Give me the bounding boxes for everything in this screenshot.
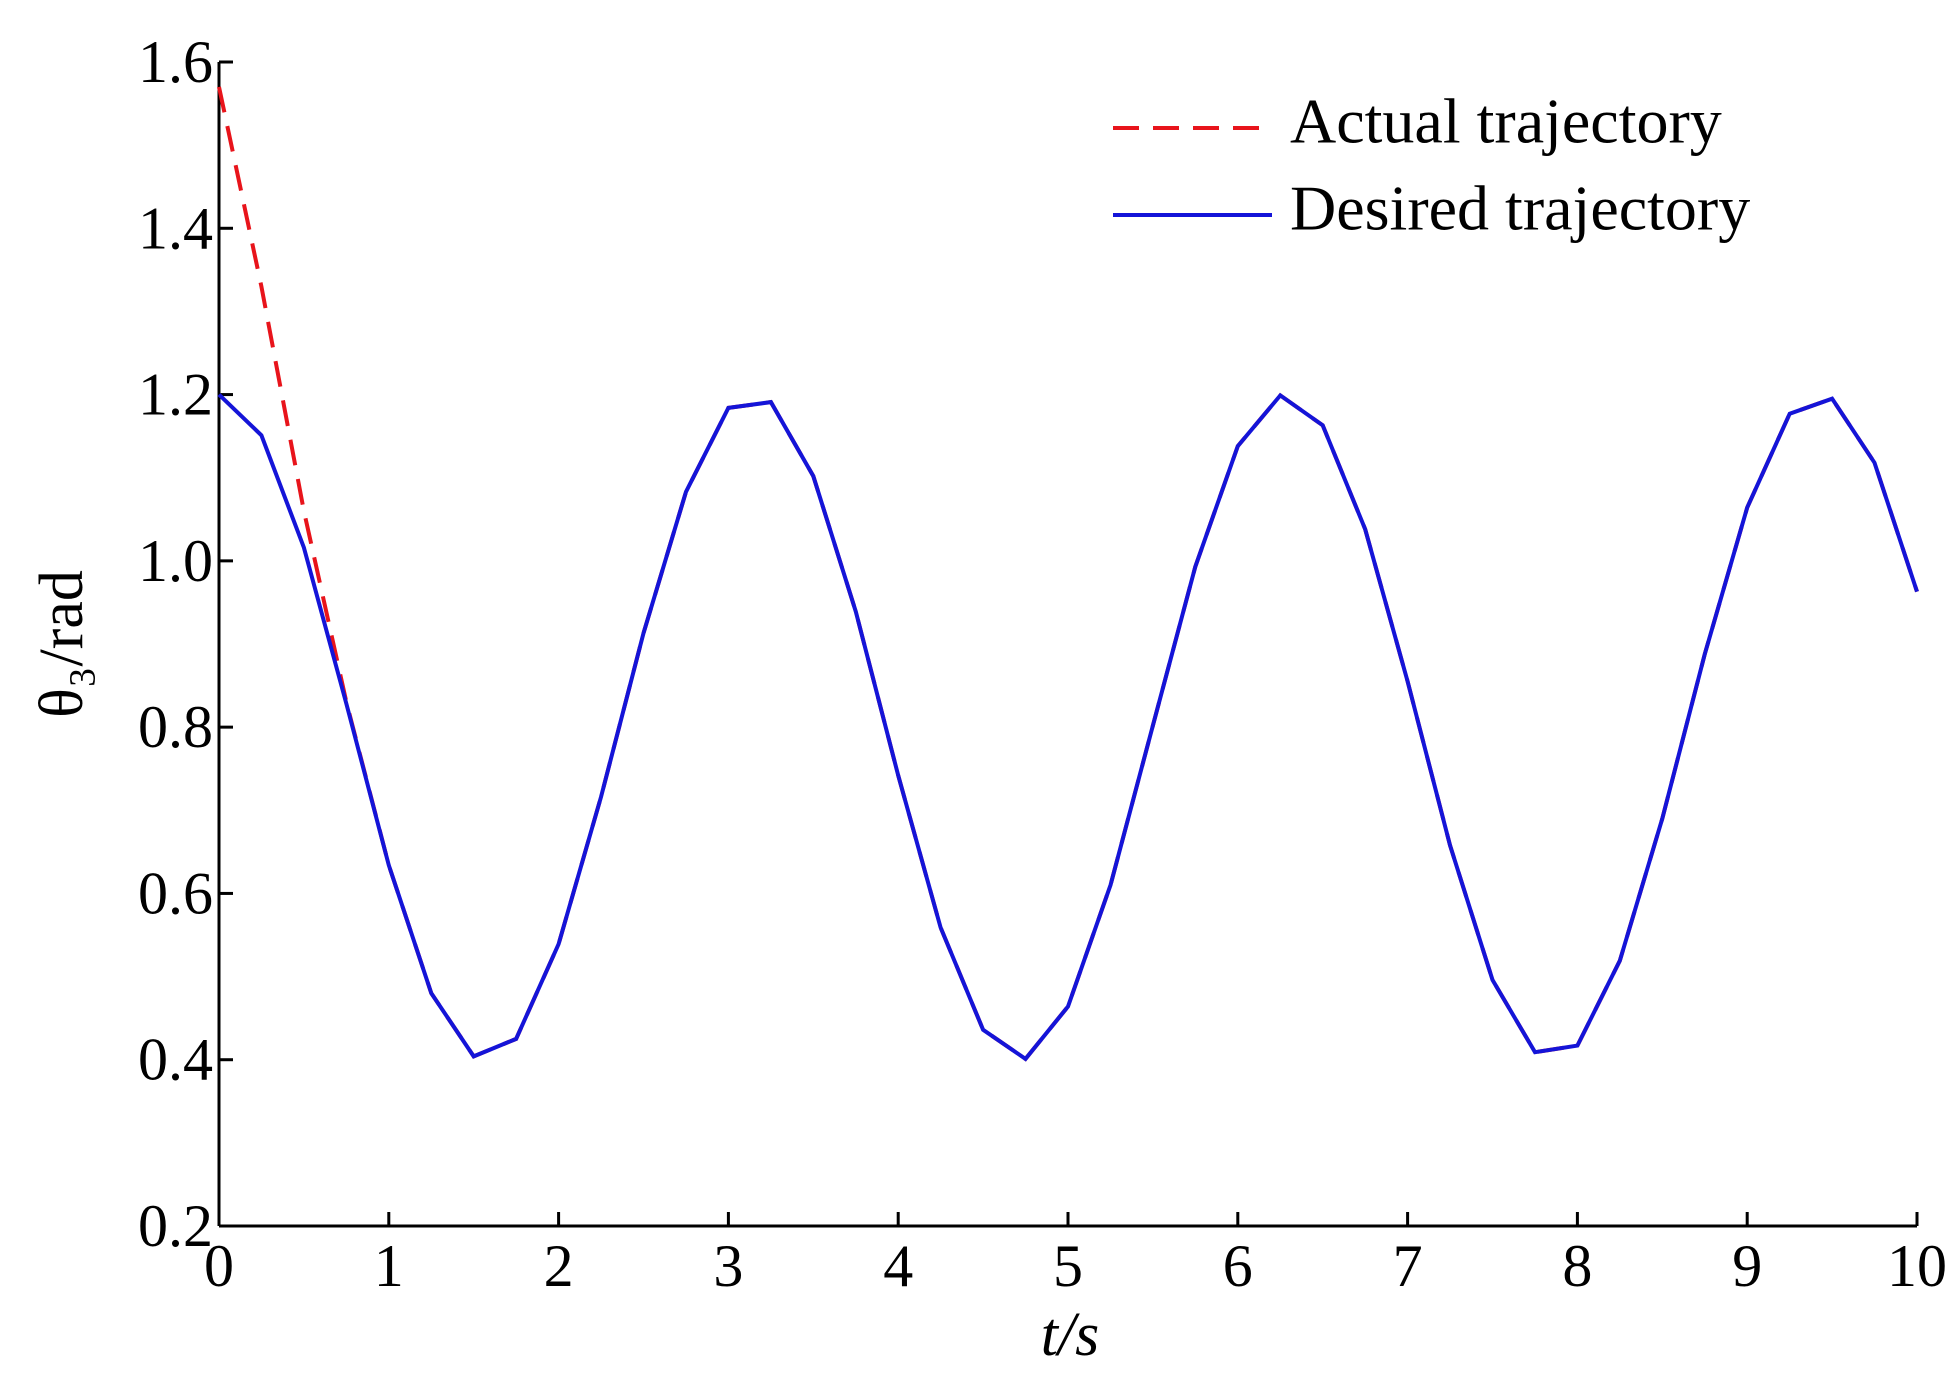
y-axis-label: θ₃/rad [28,570,96,718]
legend-label: Actual trajectory [1290,86,1722,157]
legend-label: Desired trajectory [1290,173,1750,244]
x-tick-label: 5 [1053,1233,1083,1299]
line-series [217,392,1919,1062]
x-tick-label: 9 [1732,1233,1762,1299]
x-tick-label: 2 [544,1233,574,1299]
y-tick-label: 0.2 [138,1193,213,1259]
x-axis-label: t/s [1041,1301,1100,1369]
y-tick-label: 0.6 [138,860,213,926]
y-tick-label: 1.0 [138,528,213,594]
x-tick-label: 3 [713,1233,743,1299]
x-tick-label: 8 [1562,1233,1592,1299]
x-tick-label: 1 [374,1233,404,1299]
x-tick-label: 6 [1223,1233,1253,1299]
y-tick-label: 0.8 [138,694,213,760]
y-tick-label: 1.6 [138,29,213,95]
y-tick-label: 1.4 [138,195,213,261]
x-tick-label: 4 [883,1233,913,1299]
y-tick-label: 1.2 [138,362,213,428]
x-tick-label: 0 [204,1233,234,1299]
y-tick-label: 0.4 [138,1027,213,1093]
x-tick-label: 10 [1887,1233,1947,1299]
x-tick-label: 7 [1393,1233,1423,1299]
